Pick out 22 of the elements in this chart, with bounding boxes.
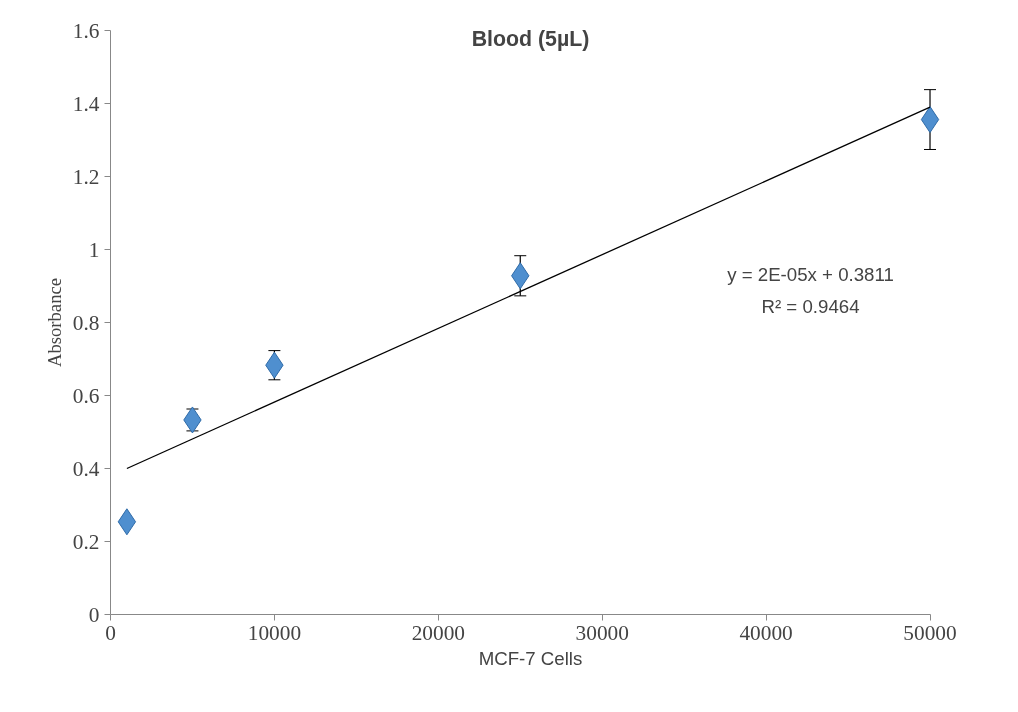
chart-title: Blood (5µL) [471,26,590,51]
y-tick-label: 0.6 [72,383,100,408]
y-axis-title: Absorbance [43,277,65,368]
y-tick-label: 1 [88,237,100,262]
x-tick-label: 10000 [247,620,302,645]
y-tick-label: 1.6 [72,18,100,43]
y-tick-label: 0 [88,602,100,627]
y-tick-label: 0.2 [72,529,100,554]
y-tick-label: 0.8 [72,310,100,335]
x-tick-label: 0 [105,620,116,645]
annotation: y = 2E-05x + 0.3811 [727,263,894,285]
x-tick-label: 20000 [411,620,465,645]
x-axis-title: MCF-7 Cells [478,647,583,669]
y-tick-label: 1.2 [72,164,100,189]
y-tick-label: 0.4 [72,456,100,481]
point [117,508,137,536]
x-tick-label: 30000 [575,620,629,645]
x-tick-label: 50000 [903,620,957,645]
y-tick-label: 1.4 [72,91,100,116]
point [920,106,940,134]
annotation: R² = 0.9464 [761,295,860,317]
x-tick-label: 40000 [739,620,793,645]
